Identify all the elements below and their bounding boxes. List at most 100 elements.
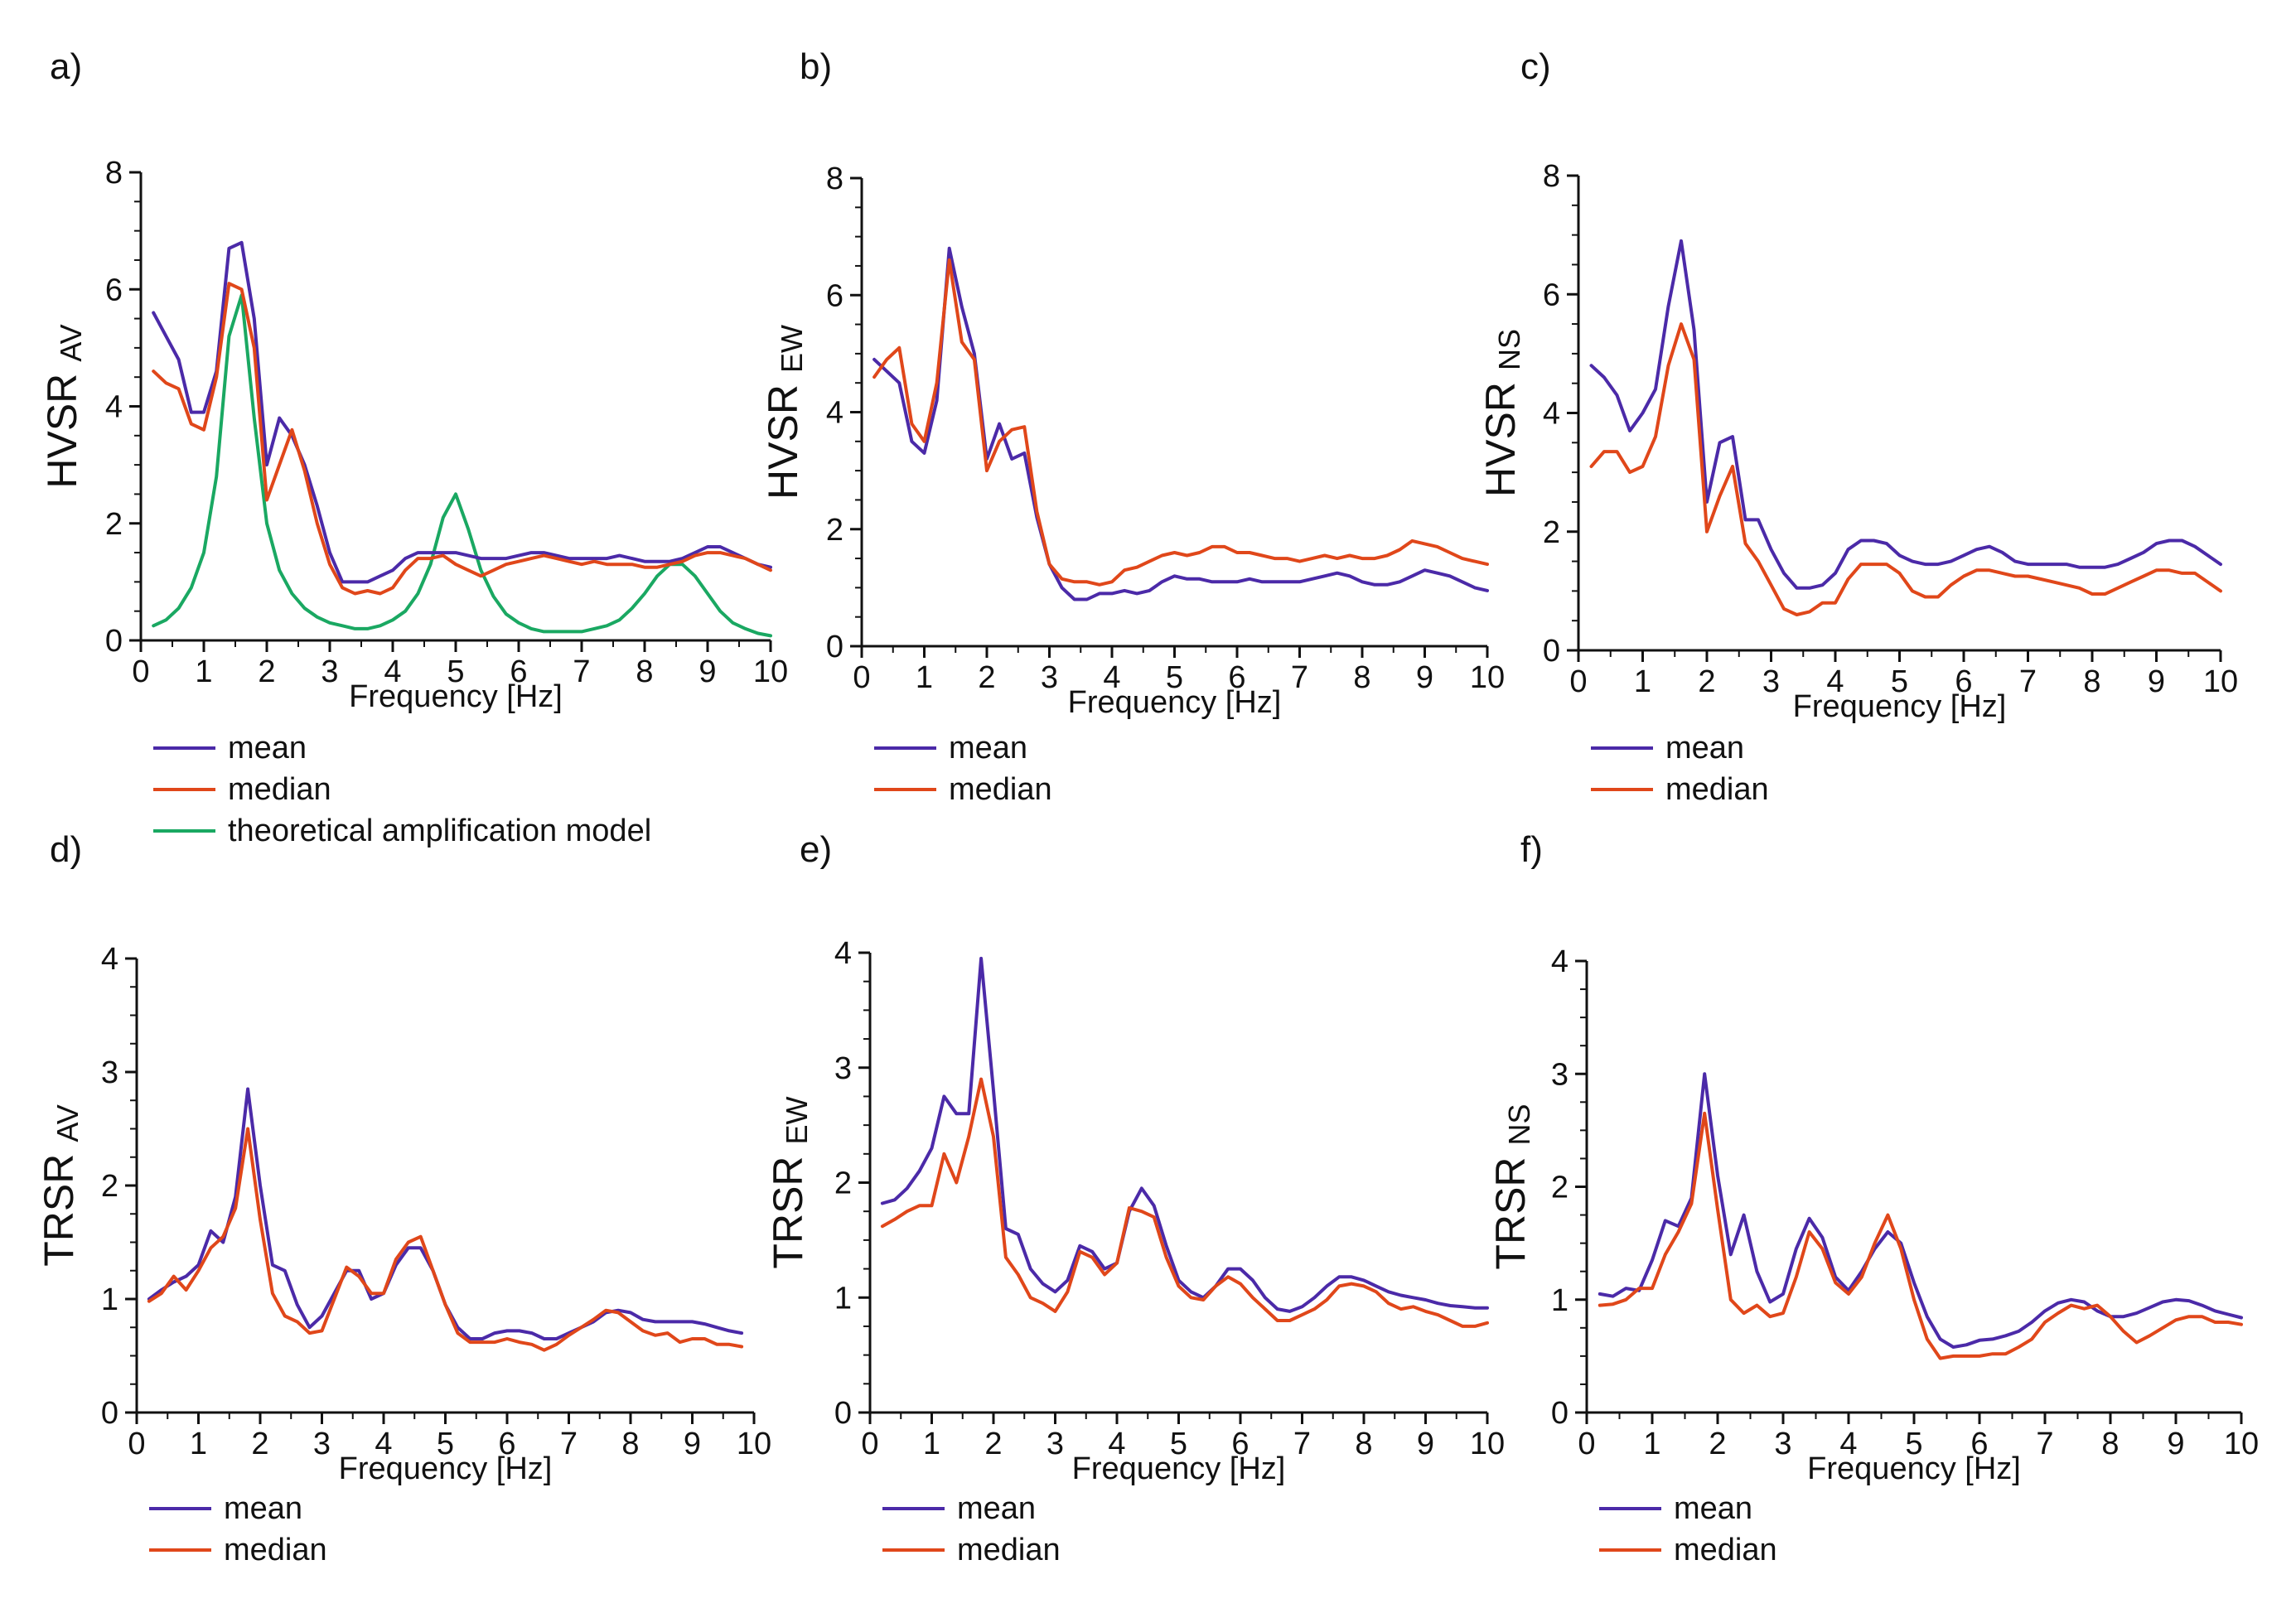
y-tick-label: 4	[1543, 397, 1560, 432]
x-tick-label: 6	[1231, 1427, 1249, 1461]
x-tick-label: 2	[1709, 1427, 1726, 1461]
x-axis-label: Frequency [Hz]	[1793, 689, 2007, 724]
x-tick-label: 6	[510, 654, 527, 689]
chart-panel-a: a) 0 1 2 3 4 5 6 7 8 9 10 0 2 4 6 8 Frequency [Hz] HVSR AV m…	[39, 46, 788, 848]
x-axis-label: Frequency [Hz]	[349, 679, 563, 714]
y-tick-label: 4	[834, 936, 852, 971]
x-tick-label: 1	[916, 660, 933, 695]
y-axis-label-main: TRSR	[1487, 1157, 1534, 1269]
legend-label: median	[228, 772, 331, 807]
series-line-mean	[872, 246, 1489, 601]
x-tick-label: 1	[1634, 664, 1651, 699]
y-axis-label: TRSR EW	[765, 1096, 814, 1268]
x-tick-label: 6	[1970, 1427, 1988, 1461]
legend-label: median	[949, 772, 1052, 807]
legend-label: median	[957, 1533, 1061, 1567]
y-tick-label: 8	[105, 156, 123, 191]
panel-label: d)	[50, 829, 82, 870]
x-tick-label: 8	[1353, 660, 1370, 695]
x-tick-label: 10	[1470, 660, 1505, 695]
x-tick-label: 10	[753, 654, 788, 689]
x-tick-label: 9	[1416, 660, 1433, 695]
x-tick-label: 6	[1955, 664, 1972, 699]
legend-label: mean	[949, 731, 1027, 765]
y-tick-label: 1	[1551, 1283, 1569, 1318]
chart-panel-c: c) 0 1 2 3 4 5 6 7 8 9 10 0 2 4 6 8 Frequency [Hz] HVSR NS m…	[1477, 46, 2238, 807]
y-axis-label: HVSR AV	[39, 324, 88, 488]
x-tick-label: 5	[447, 654, 464, 689]
x-tick-label: 1	[1643, 1427, 1660, 1461]
y-axis-label-subscript: EW	[775, 325, 809, 373]
x-tick-label: 9	[684, 1427, 701, 1461]
x-tick-label: 9	[2167, 1427, 2184, 1461]
y-tick-label: 0	[826, 630, 843, 664]
x-axis-label: Frequency [Hz]	[339, 1451, 553, 1486]
y-tick-label: 1	[101, 1282, 118, 1317]
legend-label: median	[224, 1533, 327, 1567]
y-tick-label: 4	[1551, 944, 1569, 979]
panel-label: b)	[800, 46, 832, 87]
x-tick-label: 6	[1228, 660, 1245, 695]
x-tick-label: 0	[1569, 664, 1587, 699]
series-line-median	[1598, 1111, 2243, 1360]
panel-label: c)	[1520, 46, 1551, 87]
x-tick-label: 10	[737, 1427, 771, 1461]
x-tick-label: 8	[1355, 1427, 1372, 1461]
y-axis-label: TRSR AV	[36, 1104, 85, 1266]
x-axis-label: Frequency [Hz]	[1068, 685, 1282, 720]
y-tick-label: 3	[101, 1055, 118, 1090]
x-tick-label: 7	[2019, 664, 2037, 699]
x-tick-label: 7	[1293, 1427, 1311, 1461]
x-tick-label: 8	[2083, 664, 2100, 699]
x-tick-label: 3	[321, 654, 338, 689]
x-tick-label: 7	[560, 1427, 578, 1461]
y-axis-label-subscript: NS	[1502, 1104, 1536, 1145]
x-tick-label: 8	[2101, 1427, 2119, 1461]
y-tick-label: 2	[834, 1166, 852, 1201]
series-line-mean	[1598, 1072, 2243, 1349]
y-tick-label: 4	[826, 396, 843, 431]
x-tick-label: 10	[2203, 664, 2238, 699]
y-tick-label: 3	[1551, 1057, 1569, 1092]
x-tick-label: 7	[573, 654, 590, 689]
x-tick-label: 2	[251, 1427, 268, 1461]
y-tick-label: 3	[834, 1051, 852, 1086]
x-axis-label: Frequency [Hz]	[1072, 1451, 1286, 1486]
legend-label: mean	[1674, 1491, 1752, 1526]
x-tick-label: 4	[1839, 1427, 1857, 1461]
y-tick-label: 1	[834, 1281, 852, 1316]
x-tick-label: 4	[1826, 664, 1844, 699]
y-axis-label-subscript: AV	[54, 324, 88, 361]
y-tick-label: 2	[1551, 1171, 1569, 1205]
x-tick-label: 2	[978, 660, 995, 695]
legend-label: median	[1665, 772, 1769, 807]
series-line-median	[1589, 322, 2222, 616]
x-tick-label: 3	[1762, 664, 1780, 699]
y-axis-label: HVSR EW	[760, 325, 809, 500]
x-tick-label: 5	[437, 1427, 454, 1461]
x-tick-label: 5	[1905, 1427, 1922, 1461]
y-tick-label: 6	[105, 273, 123, 307]
y-axis-label-subscript: EW	[780, 1096, 814, 1144]
x-tick-label: 2	[1698, 664, 1715, 699]
y-axis-label: HVSR NS	[1477, 329, 1526, 497]
series-line-median	[152, 282, 772, 596]
x-tick-label: 6	[498, 1427, 515, 1461]
x-tick-label: 3	[1774, 1427, 1791, 1461]
y-axis-label-main: HVSR	[1477, 382, 1524, 497]
x-tick-label: 0	[132, 654, 149, 689]
y-axis-label-main: TRSR	[36, 1154, 82, 1267]
y-tick-label: 2	[1543, 515, 1560, 550]
x-tick-label: 3	[313, 1427, 331, 1461]
x-tick-label: 0	[128, 1427, 145, 1461]
panel-label: f)	[1520, 829, 1543, 870]
y-tick-label: 8	[1543, 159, 1560, 194]
legend-label: median	[1674, 1533, 1777, 1567]
y-tick-label: 4	[105, 390, 123, 425]
y-tick-label: 4	[101, 942, 118, 977]
x-tick-label: 4	[375, 1427, 392, 1461]
